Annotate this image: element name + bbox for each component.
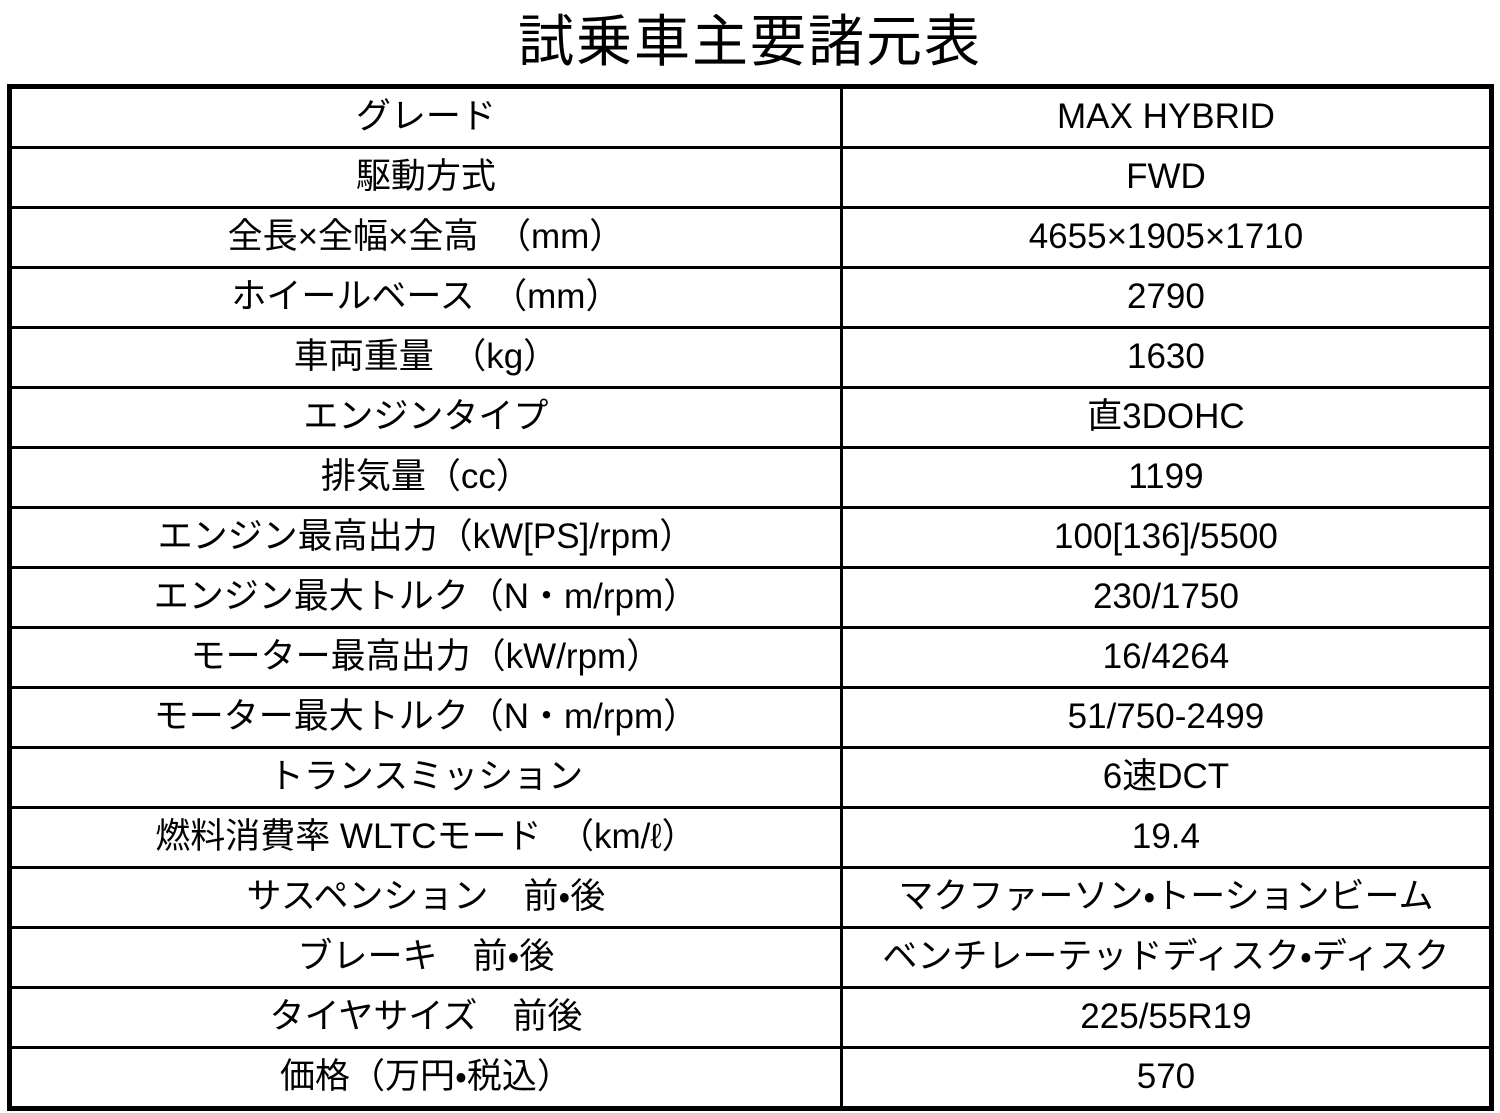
- spec-value-cell: 51/750-2499: [840, 686, 1493, 749]
- spec-value-cell: 100[136]/5500: [840, 506, 1493, 569]
- spec-row: 価格（万円・税込） 570: [7, 1046, 1493, 1110]
- spec-label-cell: エンジン最高出力（kW[PS]/rpm）: [7, 506, 844, 569]
- spec-value-cell: 直3DOHC: [840, 386, 1493, 449]
- spec-value-cell: 230/1750: [840, 566, 1493, 629]
- spec-row: タイヤサイズ 前後 225/55R19: [7, 986, 1493, 1049]
- spec-row: ホイールベース （mm） 2790: [7, 266, 1493, 329]
- spec-row: モーター最大トルク（N・m/rpm） 51/750-2499: [7, 686, 1493, 749]
- spec-label-cell: エンジンタイプ: [7, 386, 844, 449]
- spec-table: グレード MAX HYBRID 駆動方式 FWD 全長×全幅×全高 （mm） 4655×1…: [6, 84, 1494, 1111]
- spec-value-cell: 570: [840, 1046, 1493, 1110]
- spec-row: 駆動方式 FWD: [7, 146, 1493, 209]
- spec-row: ブレーキ 前・後 ベンチレーテッドディスク・ディスク: [7, 926, 1493, 989]
- spec-label-cell: 排気量（cc）: [7, 446, 844, 509]
- spec-value-cell: ベンチレーテッドディスク・ディスク: [840, 926, 1493, 989]
- spec-label-cell: サスペンション 前・後: [7, 866, 844, 929]
- spec-value-cell: 4655×1905×1710: [840, 206, 1493, 269]
- spec-label-cell: ホイールベース （mm）: [7, 266, 844, 329]
- spec-row: 排気量（cc） 1199: [7, 446, 1493, 509]
- spec-row: モーター最高出力（kW/rpm） 16/4264: [7, 626, 1493, 689]
- spec-row: エンジン最高出力（kW[PS]/rpm） 100[136]/5500: [7, 506, 1493, 569]
- spec-label-cell: ブレーキ 前・後: [7, 926, 844, 989]
- spec-row: グレード MAX HYBRID: [7, 85, 1493, 149]
- spec-value-cell: マクファーソン・トーションビーム: [840, 866, 1493, 929]
- page-title: 試乗車主要諸元表: [518, 10, 982, 73]
- spec-row: 全長×全幅×全高 （mm） 4655×1905×1710: [7, 206, 1493, 269]
- spec-label-cell: エンジン最大トルク（N・m/rpm）: [7, 566, 844, 629]
- spec-value-cell: 1199: [840, 446, 1493, 509]
- spec-row: 車両重量 （kg） 1630: [7, 326, 1493, 389]
- spec-label-cell: トランスミッション: [7, 746, 844, 809]
- spec-value-cell: 16/4264: [840, 626, 1493, 689]
- spec-label-cell: 車両重量 （kg）: [7, 326, 844, 389]
- spec-row: エンジンタイプ 直3DOHC: [7, 386, 1493, 449]
- spec-label-cell: 駆動方式: [7, 146, 844, 209]
- spec-value-cell: 19.4: [840, 806, 1493, 869]
- spec-value-cell: 2790: [840, 266, 1493, 329]
- spec-table-body: グレード MAX HYBRID 駆動方式 FWD 全長×全幅×全高 （mm） 4655×1…: [7, 85, 1493, 1110]
- spec-label-cell: 燃料消費率 WLTCモード （km/ℓ）: [7, 806, 844, 869]
- spec-label-cell: タイヤサイズ 前後: [7, 986, 844, 1049]
- spec-row: トランスミッション 6速DCT: [7, 746, 1493, 809]
- spec-label-cell: グレード: [7, 85, 844, 149]
- spec-row: エンジン最大トルク（N・m/rpm） 230/1750: [7, 566, 1493, 629]
- spec-value-cell: 6速DCT: [840, 746, 1493, 809]
- spec-value-cell: FWD: [840, 146, 1493, 209]
- spec-value-cell: 225/55R19: [840, 986, 1493, 1049]
- spec-label-cell: モーター最大トルク（N・m/rpm）: [7, 686, 844, 749]
- spec-row: 燃料消費率 WLTCモード （km/ℓ） 19.4: [7, 806, 1493, 869]
- spec-label-cell: 全長×全幅×全高 （mm）: [7, 206, 844, 269]
- spec-value-cell: MAX HYBRID: [840, 85, 1493, 149]
- spec-label-cell: 価格（万円・税込）: [7, 1046, 844, 1110]
- spec-label-cell: モーター最高出力（kW/rpm）: [7, 626, 844, 689]
- spec-value-cell: 1630: [840, 326, 1493, 389]
- spec-row: サスペンション 前・後 マクファーソン・トーションビーム: [7, 866, 1493, 929]
